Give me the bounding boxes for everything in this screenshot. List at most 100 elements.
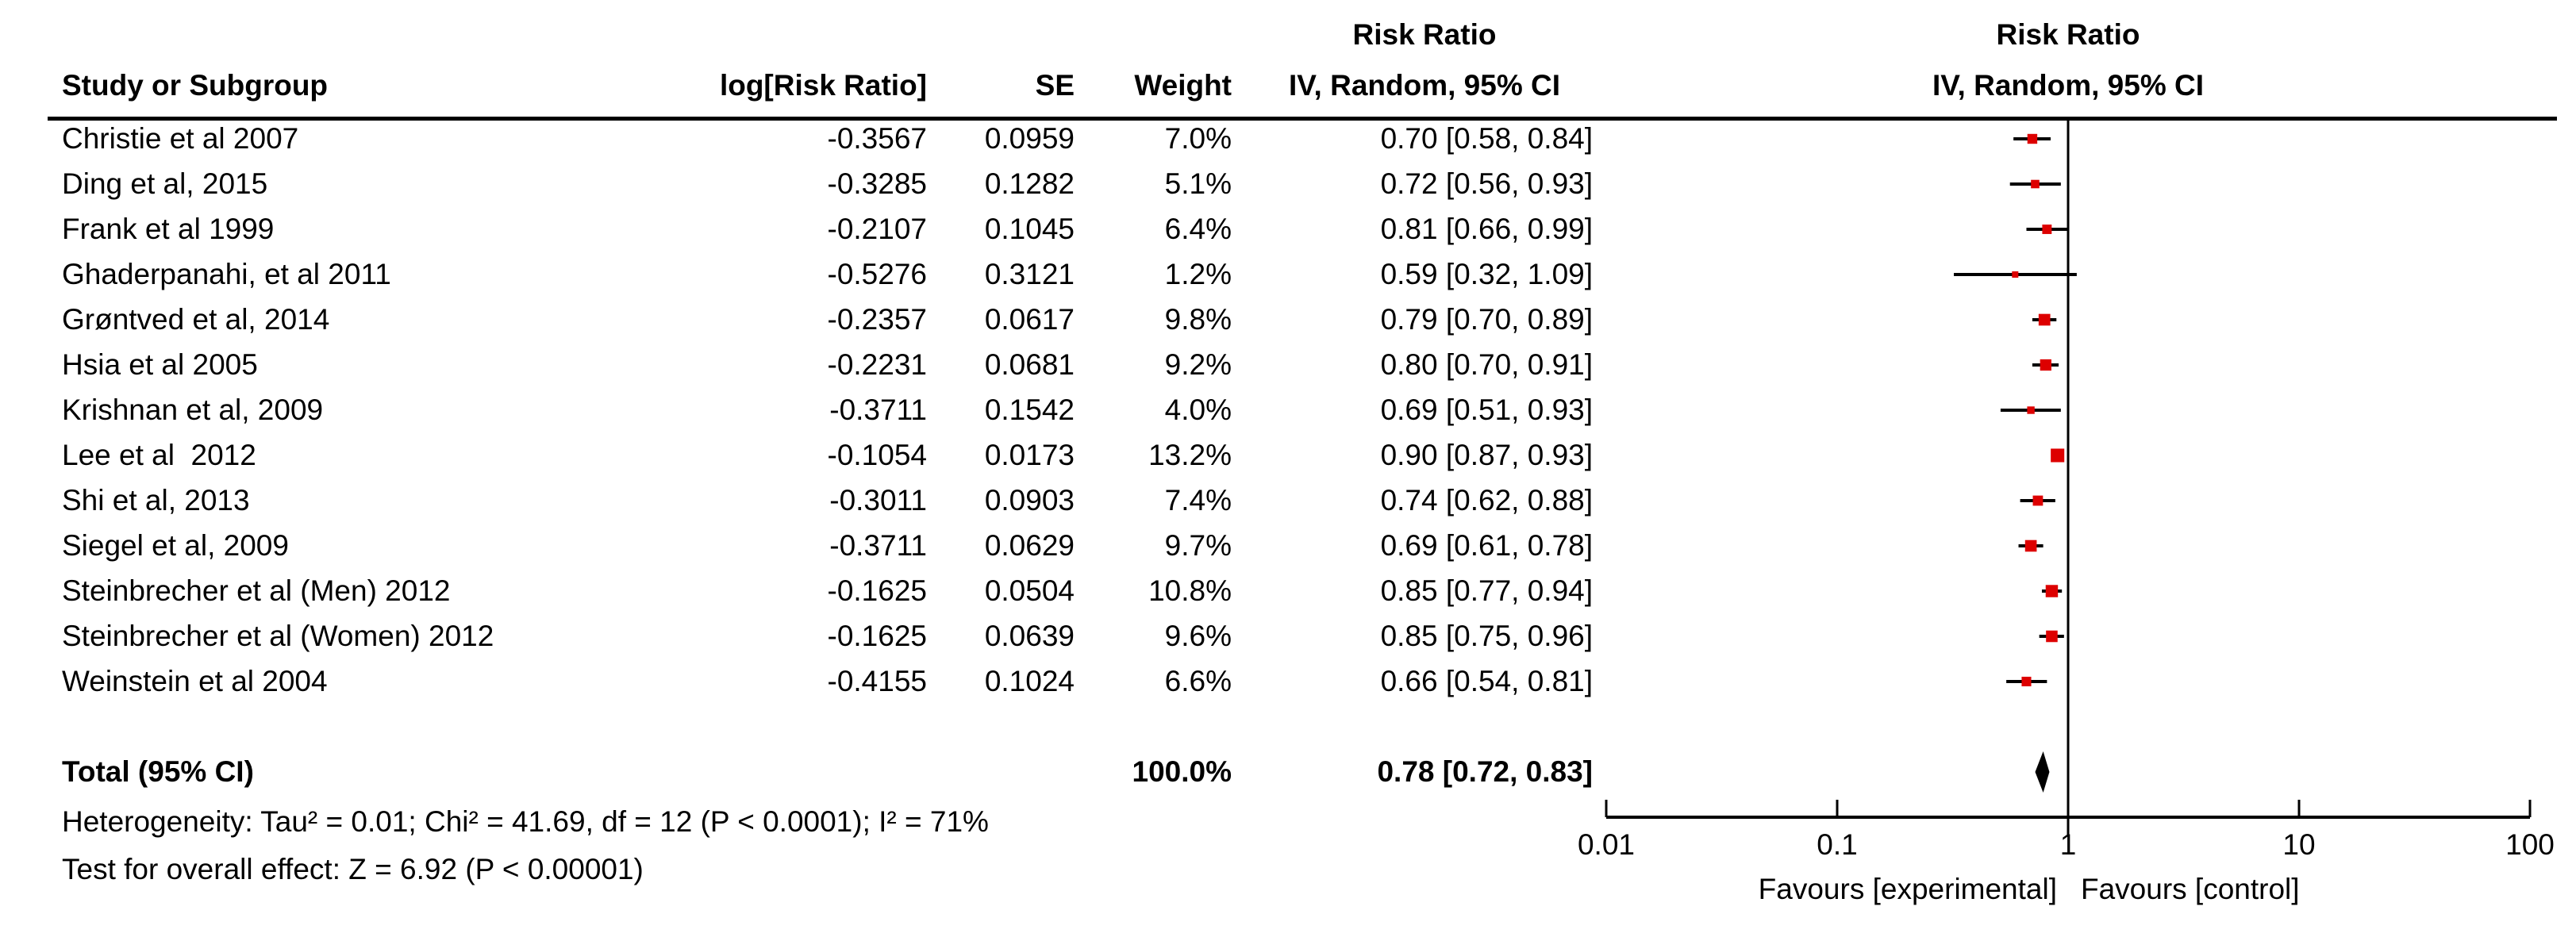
effect-square [2040, 359, 2051, 371]
axis-tick-label: 1 [2060, 828, 2077, 861]
log-risk-ratio-value: -0.1054 [827, 439, 928, 471]
weight-value: 7.4% [1164, 484, 1232, 517]
ci-text: 0.85 [0.77, 0.94] [1380, 574, 1593, 607]
se-value: 0.1045 [984, 213, 1075, 245]
effect-square [2021, 676, 2032, 687]
se-value: 0.3121 [984, 258, 1075, 290]
study-name: Hsia et al 2005 [62, 348, 258, 381]
weight-value: 6.6% [1164, 665, 1232, 697]
log-risk-ratio-value: -0.2357 [827, 303, 928, 336]
study-name: Steinbrecher et al (Women) 2012 [62, 620, 494, 652]
ci-text: 0.74 [0.62, 0.88] [1380, 484, 1593, 517]
header-rule [48, 117, 2557, 121]
se-value: 0.0959 [984, 122, 1075, 155]
ci-text: 0.79 [0.70, 0.89] [1380, 303, 1593, 336]
total-ci-text: 0.78 [0.72, 0.83] [1377, 755, 1593, 788]
axis-tick-label: 0.01 [1578, 828, 1635, 861]
weight-value: 6.4% [1164, 213, 1232, 245]
se-value: 0.1282 [984, 167, 1075, 200]
weight-value: 9.7% [1164, 529, 1232, 562]
effect-column-title: Risk Ratio [1352, 18, 1497, 51]
ci-text: 0.85 [0.75, 0.96] [1380, 620, 1593, 652]
effect-square [2031, 179, 2040, 189]
effect-square [2012, 271, 2019, 278]
heterogeneity-text: Heterogeneity: Tau² = 0.01; Chi² = 41.69… [62, 805, 989, 838]
log-risk-ratio-value: -0.4155 [827, 665, 928, 697]
weight-value: 1.2% [1164, 258, 1232, 290]
favours-left-label: Favours [experimental] [1759, 873, 2057, 905]
effect-square [2032, 495, 2043, 506]
study-name: Steinbrecher et al (Men) 2012 [62, 574, 451, 607]
study-name: Christie et al 2007 [62, 122, 299, 155]
study-name: Lee et al 2012 [62, 439, 256, 471]
study-column-header: Study or Subgroup [62, 69, 329, 102]
log-risk-ratio-value: -0.2107 [827, 213, 928, 245]
ci-text: 0.80 [0.70, 0.91] [1380, 348, 1593, 381]
weight-value: 5.1% [1164, 167, 1232, 200]
overall-effect-text: Test for overall effect: Z = 6.92 (P < 0… [62, 853, 644, 885]
effect-square [2038, 313, 2051, 326]
favours-right-label: Favours [control] [2081, 873, 2300, 905]
axis-tick-label: 10 [2282, 828, 2315, 861]
effect-square [2027, 133, 2038, 144]
effect-square [2046, 630, 2058, 643]
study-name: Siegel et al, 2009 [62, 529, 289, 562]
se-value: 0.0617 [984, 303, 1075, 336]
weight-column-header: Weight [1134, 69, 1232, 102]
log-risk-ratio-value: -0.1625 [827, 620, 928, 652]
log-risk-ratio-value: -0.2231 [827, 348, 928, 381]
study-name: Ghaderpanahi, et al 2011 [62, 258, 391, 290]
weight-value: 7.0% [1164, 122, 1232, 155]
ci-text: 0.72 [0.56, 0.93] [1380, 167, 1593, 200]
effect-square [2042, 225, 2052, 234]
se-value: 0.0629 [984, 529, 1075, 562]
ci-text: 0.69 [0.51, 0.93] [1380, 394, 1593, 426]
se-value: 0.0639 [984, 620, 1075, 652]
total-label: Total (95% CI) [62, 755, 254, 788]
effect-square [2027, 406, 2035, 414]
effect-column-subheader: IV, Random, 95% CI [1288, 69, 1560, 102]
weight-value: 9.6% [1164, 620, 1232, 652]
log-risk-ratio-value: -0.5276 [827, 258, 928, 290]
effect-square [2024, 540, 2037, 552]
ci-text: 0.81 [0.66, 0.99] [1380, 213, 1593, 245]
ci-text: 0.90 [0.87, 0.93] [1380, 439, 1593, 471]
axis-tick-label: 0.1 [1817, 828, 1857, 861]
log-risk-ratio-value: -0.3285 [827, 167, 928, 200]
ci-text: 0.70 [0.58, 0.84] [1380, 122, 1593, 155]
log-risk-ratio-value: -0.3011 [829, 484, 927, 517]
se-value: 0.1024 [984, 665, 1075, 697]
log-risk-ratio-value: -0.1625 [827, 574, 928, 607]
effect-square [2051, 448, 2065, 463]
weight-value: 9.2% [1164, 348, 1232, 381]
total-weight: 100.0% [1132, 755, 1232, 788]
se-value: 0.1542 [984, 394, 1075, 426]
axis-tick-label: 100 [2505, 828, 2555, 861]
se-value: 0.0681 [984, 348, 1075, 381]
study-name: Weinstein et al 2004 [62, 665, 328, 697]
ci-text: 0.59 [0.32, 1.09] [1380, 258, 1593, 290]
weight-value: 9.8% [1164, 303, 1232, 336]
log-risk-ratio-value: -0.3711 [829, 529, 927, 562]
plot-column-title: Risk Ratio [1996, 18, 2140, 51]
se-value: 0.0173 [984, 439, 1075, 471]
study-name: Grøntved et al, 2014 [62, 303, 330, 336]
se-value: 0.0504 [984, 574, 1075, 607]
study-name: Krishnan et al, 2009 [62, 394, 324, 426]
ci-text: 0.66 [0.54, 0.81] [1380, 665, 1593, 697]
log-risk-ratio-value: -0.3567 [827, 122, 928, 155]
log-rr-column-header: log[Risk Ratio] [719, 69, 927, 102]
log-risk-ratio-value: -0.3711 [829, 394, 927, 426]
weight-value: 4.0% [1164, 394, 1232, 426]
study-name: Frank et al 1999 [62, 213, 275, 245]
effect-square [2045, 585, 2059, 597]
ci-text: 0.69 [0.61, 0.78] [1380, 529, 1593, 562]
summary-diamond [2035, 751, 2050, 793]
weight-value: 13.2% [1148, 439, 1232, 471]
plot-column-subheader: IV, Random, 95% CI [1932, 69, 2204, 102]
weight-value: 10.8% [1148, 574, 1232, 607]
study-name: Shi et al, 2013 [62, 484, 250, 517]
se-column-header: SE [1035, 69, 1075, 102]
